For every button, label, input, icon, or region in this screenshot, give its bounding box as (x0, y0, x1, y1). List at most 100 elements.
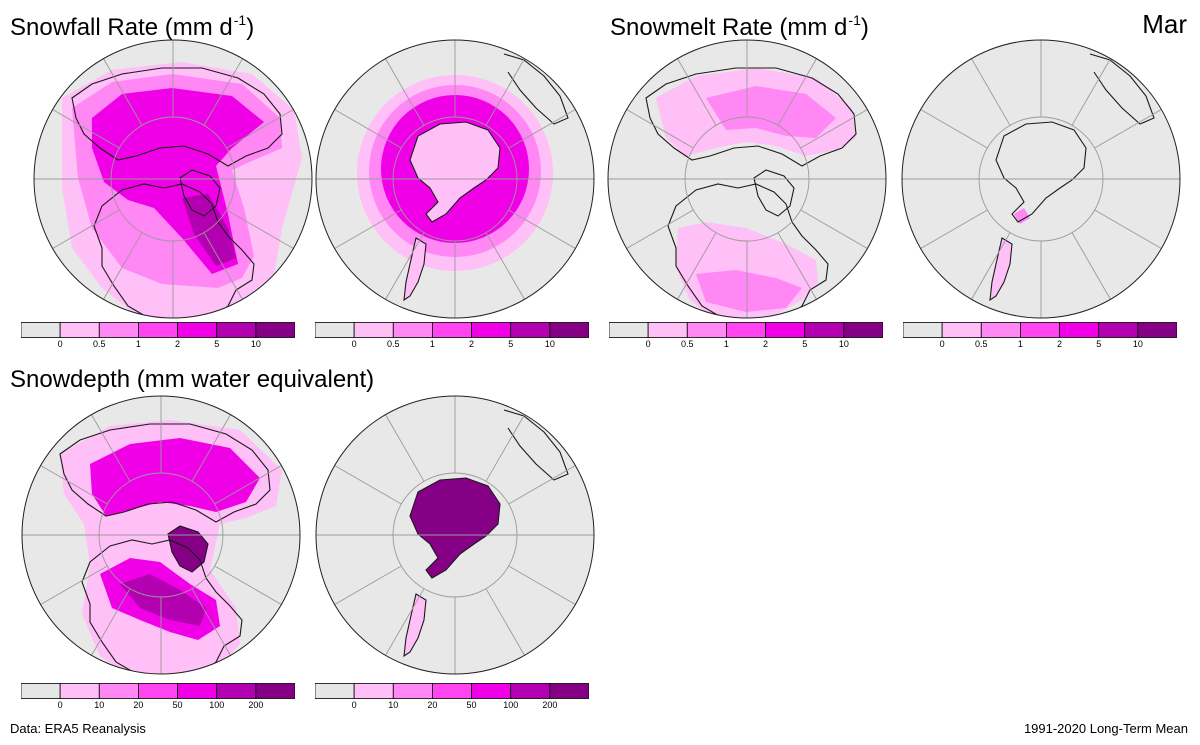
colorbar-segment (315, 322, 355, 338)
meridian-line (485, 588, 525, 656)
meridian-line (677, 58, 717, 126)
colorbar-tick-label: 100 (503, 700, 519, 710)
colorbar-segment (255, 322, 295, 338)
meridian-line (508, 465, 576, 505)
colorbar-segment (138, 322, 178, 338)
map-border (33, 39, 313, 319)
meridian-line (203, 232, 243, 300)
meridian-line (920, 109, 988, 149)
andes-snow (404, 594, 426, 656)
snowmelt-north-colorbar: 0 0.5 1 2 5 10 (609, 322, 883, 350)
south-america-outline (403, 593, 427, 658)
map-border (607, 39, 887, 319)
meridian-line (191, 588, 231, 656)
colorbar-tick-label: 0 (57, 700, 63, 710)
meridian-line (626, 109, 694, 149)
colorbar-tick-label: 20 (427, 700, 438, 710)
colorbar-segment (98, 322, 139, 338)
map-border (21, 395, 301, 675)
snowdepth-south-polar-map (314, 394, 596, 676)
colorbar-tick-label: 2 (175, 339, 181, 349)
north-america-outline (93, 183, 255, 318)
colorbar-segment (353, 683, 394, 699)
meridian-line (40, 565, 108, 605)
antarctica-outline (409, 121, 501, 223)
meridian-line (334, 565, 402, 605)
meridian-line (971, 58, 1011, 126)
colorbar-segment (315, 683, 355, 699)
meridian-line (40, 465, 108, 505)
colorbar-segment (804, 322, 845, 338)
colorbar-tick-label: 1 (1017, 339, 1023, 349)
graticule (316, 40, 594, 318)
colorbar-tick-label: 10 (94, 700, 105, 710)
meridian-line (485, 414, 525, 482)
depth-zone-mid (90, 438, 260, 516)
coastlines (403, 409, 569, 658)
south-america-outline (403, 237, 427, 302)
meridian-line (485, 58, 525, 126)
graticule (608, 40, 886, 318)
meridian-line (485, 232, 525, 300)
map-layer (645, 67, 857, 318)
antarctica-outline (409, 477, 501, 579)
eurasia-outline (71, 67, 283, 167)
andes-melt (990, 238, 1012, 300)
meridian-line (226, 109, 294, 149)
meridian-line (1071, 58, 1111, 126)
greenland-outline (167, 525, 209, 573)
meridian-line (1094, 109, 1162, 149)
meridian-line (52, 209, 120, 249)
colorbar-segment (726, 322, 766, 338)
colorbar-segment (686, 322, 727, 338)
colorbar-segment (941, 322, 982, 338)
coastlines (645, 67, 857, 318)
colorbar-segment (609, 322, 649, 338)
graticule (34, 40, 312, 318)
month-label: Mar (1142, 9, 1187, 39)
meridian-line (508, 209, 576, 249)
meridian-line (677, 232, 717, 300)
colorbar-tick-label: 20 (133, 700, 144, 710)
map-layer (59, 420, 282, 674)
colorbar-tick-label: 0 (351, 339, 357, 349)
colorbar-segment (647, 322, 688, 338)
snowfall-north-colorbar: 0 0.5 1 2 5 10 (21, 322, 295, 350)
colorbar-segment (21, 683, 61, 699)
colorbar-segment (177, 683, 218, 699)
greenland-outline (753, 169, 795, 217)
snowmelt-south-polar-map (900, 38, 1182, 320)
colorbar-tick-label: 5 (1096, 339, 1102, 349)
colorbar-segment (549, 683, 589, 699)
colorbar-segment (549, 322, 589, 338)
meridian-line (800, 109, 868, 149)
colorbar-tick-label: 5 (214, 339, 220, 349)
colorbar-tick-label: 2 (469, 339, 475, 349)
snowmelt-south-colorbar: 0 0.5 1 2 5 10 (903, 322, 1177, 350)
colorbar-segment (59, 683, 100, 699)
colorbar-tick-label: 0 (57, 339, 63, 349)
greenland-outline (179, 169, 221, 217)
colorbar-tick-label: 200 (542, 700, 558, 710)
colorbar-segment (432, 683, 472, 699)
snowdepth-north-polar-map (20, 394, 302, 676)
north-america-outline (81, 539, 243, 674)
colorbar-segment (255, 683, 295, 699)
meridian-line (226, 209, 294, 249)
map-layer (62, 62, 302, 318)
snowdepth-north-colorbar: 0 10 20 50 100 200 (21, 683, 295, 711)
colorbar-tick-label: 10 (544, 339, 555, 349)
peninsula-melt (1014, 208, 1030, 224)
meridian-line (334, 465, 402, 505)
snowmelt-rate-title: Snowmelt Rate (mm d-1) (610, 12, 869, 41)
coastlines (71, 67, 283, 318)
snowfall-south-polar-map (314, 38, 596, 320)
colorbar-tick-label: 0 (939, 339, 945, 349)
snowfall-south-colorbar: 0 0.5 1 2 5 10 (315, 322, 589, 350)
colorbar-segment (216, 683, 257, 699)
africa-outline (503, 53, 569, 125)
south-america-outline (989, 237, 1013, 302)
colorbar-tick-label: 0.5 (93, 339, 106, 349)
map-layer (357, 53, 569, 302)
colorbar-tick-label: 0.5 (681, 339, 694, 349)
